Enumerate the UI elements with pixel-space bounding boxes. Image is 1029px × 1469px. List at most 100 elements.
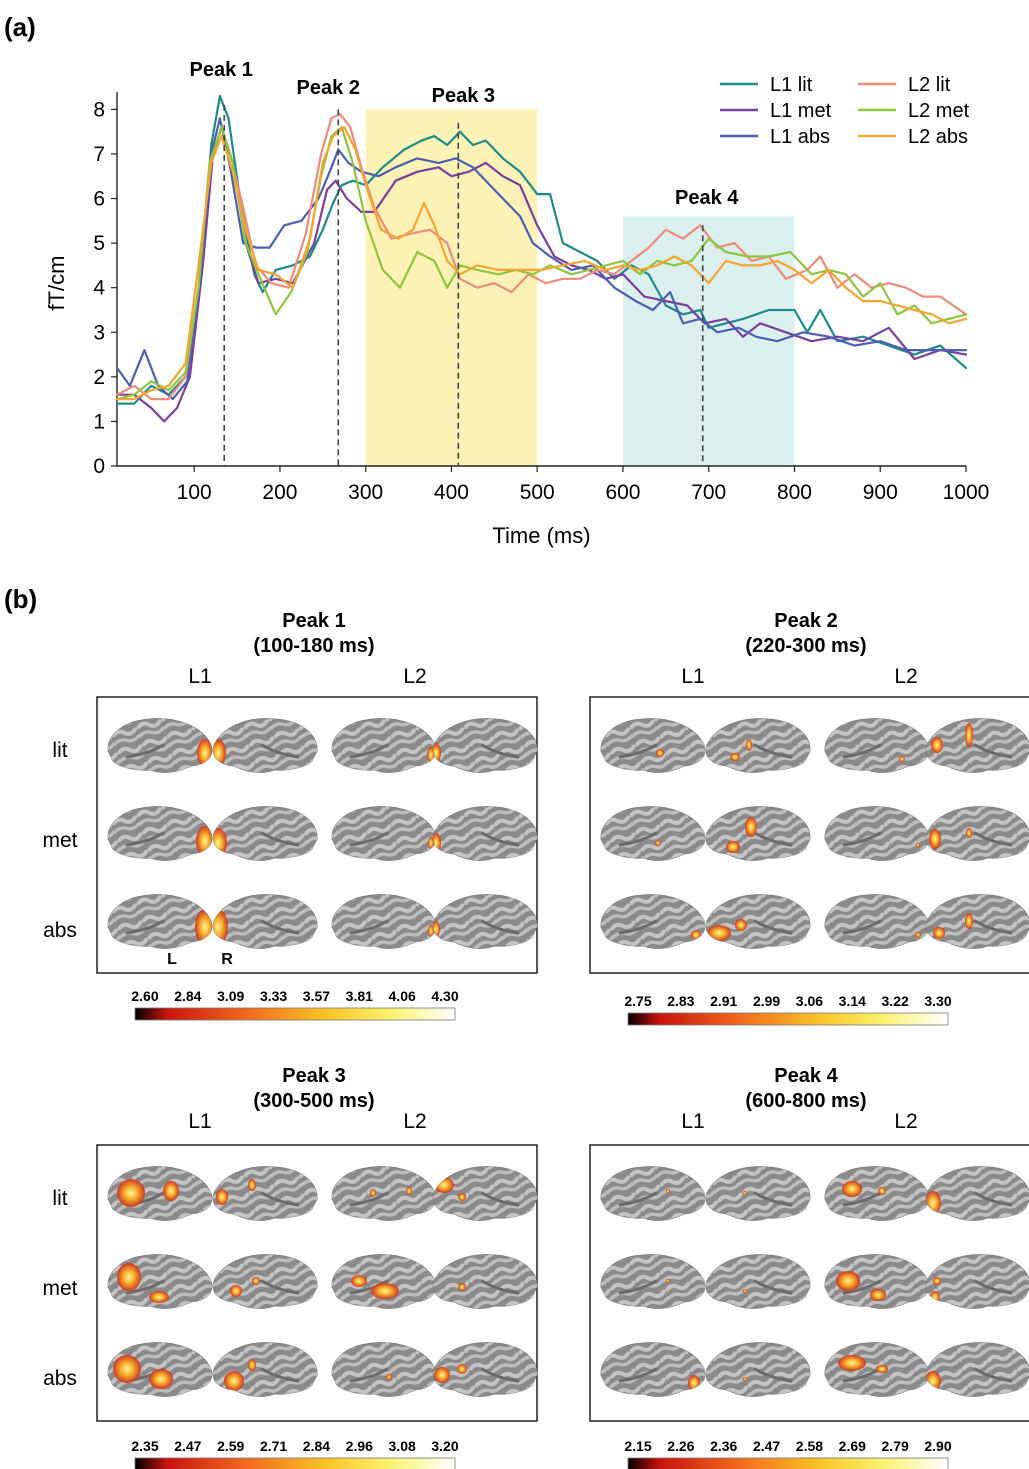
activation-spot bbox=[428, 837, 434, 849]
activation-spot bbox=[842, 1181, 862, 1197]
brain-surface bbox=[212, 894, 318, 949]
brain-surface bbox=[600, 806, 706, 861]
activation-spot bbox=[933, 1277, 941, 1285]
brain-surface bbox=[925, 894, 1029, 949]
activation-spot bbox=[656, 749, 664, 757]
colorbar-tick-label: 3.06 bbox=[796, 993, 823, 1009]
activation-spot bbox=[230, 1285, 242, 1297]
brain-surface bbox=[824, 1166, 930, 1221]
brain-surface bbox=[600, 1166, 706, 1221]
row-label-met: met bbox=[42, 1277, 77, 1300]
activation-spot bbox=[149, 1369, 173, 1389]
activation-spot bbox=[876, 1365, 888, 1373]
brain-surface bbox=[925, 1342, 1029, 1397]
activation-spot bbox=[655, 840, 661, 846]
activation-spot bbox=[386, 1374, 392, 1380]
brain-surface bbox=[705, 806, 811, 861]
panel-title: Peak 1 bbox=[282, 610, 345, 632]
legend-label: L1 met bbox=[770, 100, 832, 122]
brain-surface bbox=[107, 806, 213, 861]
activation-spot bbox=[458, 1193, 466, 1201]
activation-spot bbox=[248, 1179, 256, 1191]
brain-surface bbox=[331, 806, 437, 861]
colorbar-tick-label: 2.47 bbox=[753, 1438, 780, 1454]
brain-surface bbox=[824, 718, 930, 773]
group-label-l1: L1 bbox=[188, 665, 211, 688]
series-line-l2-abs bbox=[115, 126, 968, 401]
activation-spot bbox=[248, 1359, 256, 1371]
activation-spot bbox=[926, 1191, 941, 1215]
panel-title: Peak 2 bbox=[774, 610, 837, 632]
activation-spot bbox=[406, 1187, 412, 1195]
x-tick-label: 800 bbox=[777, 481, 812, 504]
activation-spot bbox=[931, 737, 943, 753]
brain-surface bbox=[212, 718, 318, 773]
row-label-abs: abs bbox=[43, 1367, 77, 1390]
shaded-window-2 bbox=[622, 216, 795, 466]
series-line-l2-met bbox=[115, 126, 968, 401]
activation-spot bbox=[743, 1377, 747, 1381]
x-axis-label: Time (ms) bbox=[492, 523, 590, 548]
brain-surface bbox=[212, 1254, 318, 1309]
legend: L1 lit L1 met L1 abs L2 lit L2 met L2 abs bbox=[720, 74, 970, 148]
brain-surface bbox=[824, 806, 930, 861]
row-label-lit: lit bbox=[52, 739, 67, 762]
brain-surface bbox=[600, 1342, 706, 1397]
brain-surface bbox=[925, 806, 1029, 861]
activation-spot bbox=[252, 1277, 260, 1285]
y-tick-label: 8 bbox=[93, 98, 105, 121]
x-tick-label: 500 bbox=[520, 481, 555, 504]
activation-spot bbox=[213, 739, 226, 767]
y-axis-label: fT/cm bbox=[44, 256, 69, 311]
activation-spot bbox=[224, 1371, 244, 1391]
colorbar-tick-label: 2.15 bbox=[624, 1438, 651, 1454]
colorbar-tick-label: 2.71 bbox=[260, 1438, 287, 1454]
colorbar bbox=[627, 1012, 949, 1026]
colorbar-tick-label: 3.57 bbox=[303, 988, 330, 1004]
brain-surface bbox=[432, 894, 538, 949]
activation-spot bbox=[929, 829, 941, 849]
hemisphere-label-left: L bbox=[167, 951, 177, 968]
panel-time-window: (100-180 ms) bbox=[253, 635, 374, 657]
activation-spot bbox=[117, 1263, 141, 1291]
panel-time-window: (300-500 ms) bbox=[253, 1090, 374, 1112]
brain-surface bbox=[331, 718, 437, 773]
colorbar-tick-label: 2.79 bbox=[882, 1438, 909, 1454]
colorbar-tick-label: 3.81 bbox=[346, 988, 373, 1004]
colorbar-tick-label: 2.99 bbox=[753, 993, 780, 1009]
legend-label: L1 lit bbox=[770, 74, 813, 96]
row-label-abs: abs bbox=[43, 919, 77, 942]
activation-spot bbox=[838, 1355, 866, 1371]
brain-surface bbox=[705, 718, 811, 773]
colorbar-tick-label: 2.26 bbox=[667, 1438, 694, 1454]
row-label-met: met bbox=[42, 829, 77, 852]
brain-surface bbox=[925, 1254, 1029, 1309]
y-tick-label: 5 bbox=[93, 232, 105, 255]
colorbar-tick-label: 2.84 bbox=[174, 988, 201, 1004]
colorbar-tick-label: 2.60 bbox=[131, 988, 158, 1004]
brain-surface bbox=[331, 1254, 437, 1309]
panel-a-label: (a) bbox=[4, 12, 36, 42]
series-line-l1-met bbox=[115, 126, 968, 423]
activation-spot bbox=[213, 909, 228, 945]
activation-spot bbox=[707, 925, 731, 941]
panel-b-label: (b) bbox=[4, 584, 37, 614]
brain-surface bbox=[600, 718, 706, 773]
peak-label: Peak 4 bbox=[675, 187, 739, 209]
activation-spot bbox=[149, 1291, 169, 1303]
x-tick-label: 100 bbox=[177, 481, 212, 504]
colorbar bbox=[134, 1007, 456, 1021]
activation-spot bbox=[457, 1364, 467, 1374]
colorbar-tick-label: 3.14 bbox=[839, 993, 866, 1009]
shaded-window-1 bbox=[365, 109, 538, 466]
activation-spot bbox=[117, 1179, 145, 1207]
activation-spot bbox=[899, 756, 905, 762]
activation-spot bbox=[965, 913, 973, 929]
colorbar bbox=[134, 1457, 456, 1469]
row-label-lit: lit bbox=[52, 1187, 67, 1210]
colorbar-tick-label: 2.35 bbox=[131, 1438, 158, 1454]
brain-surface bbox=[331, 1166, 437, 1221]
brain-surface bbox=[600, 1254, 706, 1309]
x-tick-label: 1000 bbox=[943, 481, 990, 504]
activation-spot bbox=[745, 817, 757, 837]
